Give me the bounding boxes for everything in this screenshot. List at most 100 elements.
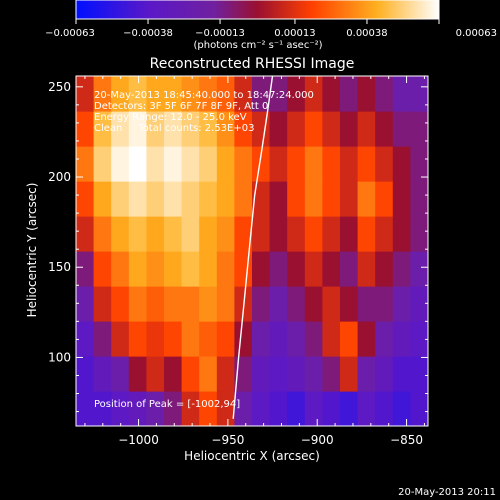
heatmap-cell: [216, 286, 235, 322]
annotation-energy-range: Energy Range: 12.0 - 25.0 keV: [94, 112, 247, 123]
heatmap-cell: [234, 356, 253, 392]
heatmap-cell: [164, 181, 183, 217]
heatmap-cell: [216, 76, 235, 112]
heatmap-cell: [287, 76, 306, 112]
heatmap-cell: [392, 286, 411, 322]
heatmap-cell: [181, 146, 200, 182]
heatmap-cell: [322, 216, 341, 252]
heatmap-cell: [269, 181, 288, 217]
heatmap-cell: [340, 251, 359, 287]
heatmap-cell: [410, 181, 428, 217]
heatmap-cell: [76, 391, 95, 426]
heatmap-cell: [164, 251, 183, 287]
heatmap-cell: [252, 391, 271, 426]
heatmap-cell: [340, 391, 359, 426]
heatmap-cell: [252, 216, 271, 252]
heatmap-cell: [181, 286, 200, 322]
heatmap-cell: [216, 111, 235, 147]
heatmap-cell: [216, 146, 235, 182]
heatmap-cell: [199, 391, 218, 426]
heatmap-cell: [234, 391, 253, 426]
heatmap-cell: [392, 181, 411, 217]
heatmap-cell: [269, 216, 288, 252]
heatmap-cell: [146, 111, 165, 147]
heatmap-cell: [181, 181, 200, 217]
heatmap-cell: [269, 111, 288, 147]
heatmap-cell: [357, 321, 376, 357]
heatmap-cell: [146, 391, 165, 426]
heatmap-cell: [93, 286, 112, 322]
heatmap-cell: [93, 356, 112, 392]
peak-position-label: Position of Peak = [-1002,94]: [94, 399, 240, 410]
heatmap-cell: [322, 111, 341, 147]
heatmap-cell: [357, 356, 376, 392]
heatmap-cell: [76, 146, 95, 182]
heatmap-cell: [392, 391, 411, 426]
heatmap-cell: [410, 251, 428, 287]
colorbar-tick-label: −0.00063: [45, 28, 95, 39]
heatmap-cell: [322, 321, 341, 357]
footer-timestamp: 20-May-2013 20:11: [398, 487, 496, 498]
annotation-detectors: Detectors: 3F 5F 6F 7F 8F 9F, Att 0: [94, 101, 268, 112]
heatmap-cell: [181, 251, 200, 287]
y-tick-label: 100: [48, 350, 71, 364]
heatmap-cell: [392, 216, 411, 252]
heatmap-cell: [199, 111, 218, 147]
heatmap-cell: [340, 216, 359, 252]
heatmap-cell: [111, 181, 130, 217]
colorbar-tick-label: 0.00038: [346, 28, 387, 39]
heatmap-cell: [410, 111, 428, 147]
heatmap-cell: [181, 216, 200, 252]
heatmap-cell: [76, 111, 95, 147]
heatmap-cell: [357, 216, 376, 252]
heatmap-cell: [181, 321, 200, 357]
heatmap-cell: [234, 321, 253, 357]
solar-limb-line: [232, 76, 274, 419]
heatmap-cell: [128, 216, 147, 252]
heatmap-cell: [164, 356, 183, 392]
heatmap-cell: [128, 251, 147, 287]
heatmap-cell: [234, 111, 253, 147]
heatmap-cell: [146, 76, 165, 112]
chart-title: Reconstructed RHESSI Image: [150, 56, 355, 72]
heatmap-cell: [181, 76, 200, 112]
heatmap-cell: [146, 356, 165, 392]
heatmap-cell: [216, 391, 235, 426]
heatmap-cell: [164, 216, 183, 252]
heatmap-cell: [287, 286, 306, 322]
colorbar-tick-label: −0.00013: [195, 28, 245, 39]
heatmap-cell: [375, 286, 394, 322]
heatmap-cell: [410, 146, 428, 182]
heatmap-cell: [199, 356, 218, 392]
heatmap-cell: [181, 391, 200, 426]
heatmap-cell: [234, 216, 253, 252]
axis-ticks: −1000 −950 −900 −850 100 150 200 250: [48, 76, 428, 447]
heatmap-cell: [181, 356, 200, 392]
heatmap-cell: [304, 111, 323, 147]
heatmap-cell: [269, 251, 288, 287]
heatmap-cell: [146, 321, 165, 357]
heatmap-cell: [375, 321, 394, 357]
heatmap-cell: [76, 181, 95, 217]
heatmap-cell: [357, 181, 376, 217]
heatmap-cell: [269, 146, 288, 182]
heatmap-cell: [111, 76, 130, 112]
heatmap-cell: [287, 356, 306, 392]
heatmap-cell: [340, 356, 359, 392]
heatmap-cell: [164, 111, 183, 147]
heatmap-cell: [216, 356, 235, 392]
heatmap-cell: [357, 391, 376, 426]
y-tick-label: 150: [48, 260, 71, 274]
heatmap-cell: [111, 146, 130, 182]
heatmap-cell: [340, 286, 359, 322]
annotation-total-counts: Clean Total counts: 2.53E+03: [94, 123, 254, 134]
heatmap-cell: [93, 181, 112, 217]
heatmap-cell: [410, 286, 428, 322]
heatmap-cell: [340, 181, 359, 217]
heatmap-cell: [164, 321, 183, 357]
heatmap-cell: [146, 286, 165, 322]
heatmap-cell: [252, 321, 271, 357]
heatmap-cell: [164, 76, 183, 112]
heatmap-cell: [322, 356, 341, 392]
heatmap-cell: [269, 76, 288, 112]
